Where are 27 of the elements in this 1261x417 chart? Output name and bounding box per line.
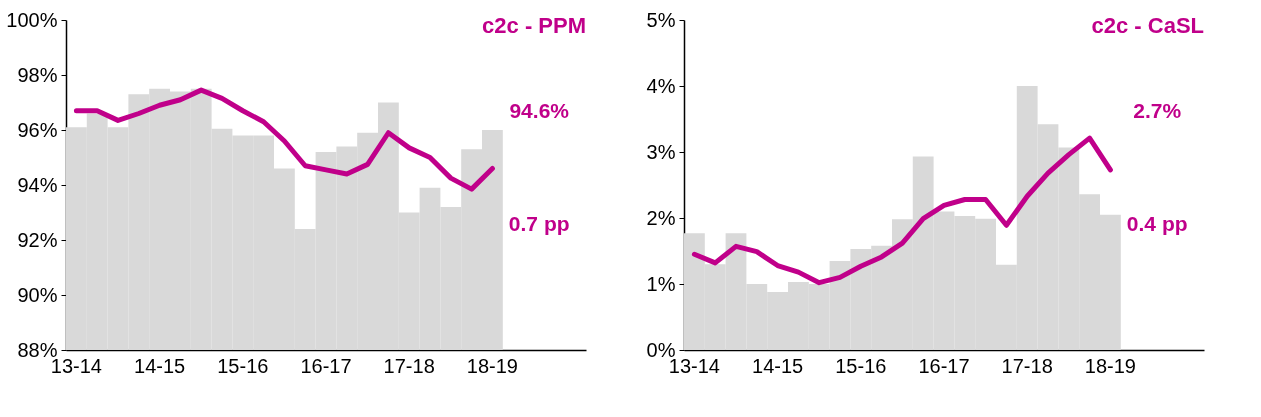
y-tick-label: 98% [17, 63, 58, 86]
y-tick-label: 96% [17, 118, 58, 141]
y-tick-label: 1% [646, 272, 676, 295]
x-tick-label: 18-19 [466, 354, 518, 377]
x-tick-label: 18-19 [1084, 354, 1136, 377]
x-tick-label: 14-15 [134, 354, 186, 377]
x-tick-label: 16-17 [300, 354, 352, 377]
annotation: 94.6% [509, 99, 570, 123]
y-tick-label: 92% [17, 228, 58, 251]
y-tick-label: 94% [17, 173, 58, 196]
y-tick-label: 5% [646, 8, 676, 31]
x-tick-label: 15-16 [835, 354, 887, 377]
x-tick-label: 17-18 [1001, 354, 1053, 377]
y-tick-label: 3% [646, 140, 676, 163]
y-tick-label: 4% [646, 74, 676, 97]
annotation: 0.4 pp [1126, 211, 1188, 235]
x-tick-label: 15-16 [217, 354, 269, 377]
chart-title: c2c - CaSL [1091, 13, 1204, 38]
annotation: 2.7% [1133, 99, 1182, 123]
y-tick-label: 2% [646, 206, 676, 229]
x-tick-label: 14-15 [752, 354, 804, 377]
y-tick-label: 100% [6, 8, 58, 31]
y-tick-label: 90% [17, 283, 58, 306]
annotation: 0.7 pp [508, 211, 570, 235]
chart-title: c2c - PPM [482, 13, 586, 38]
x-tick-label: 17-18 [383, 354, 435, 377]
x-tick-label: 16-17 [918, 354, 970, 377]
